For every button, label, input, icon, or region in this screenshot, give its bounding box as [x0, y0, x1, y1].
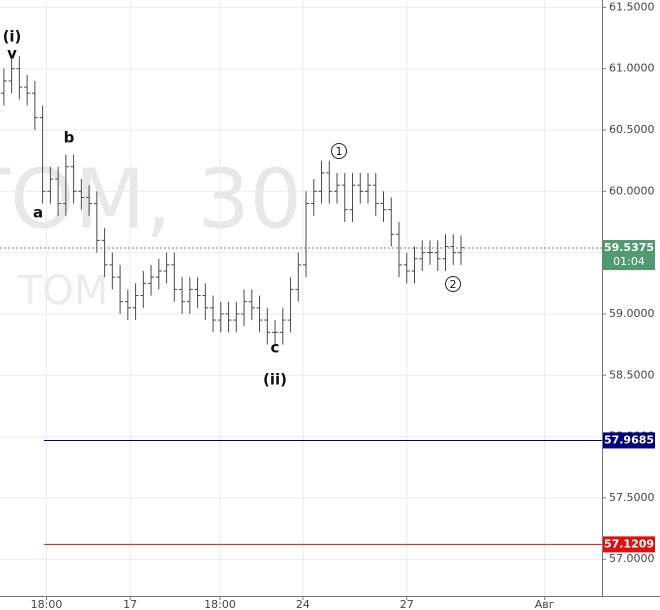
x-tick-label: 27 — [400, 598, 414, 610]
y-tick-label: 58.5000 — [609, 368, 655, 381]
x-tick-label: 24 — [296, 598, 310, 610]
y-tick-label: 60.0000 — [609, 184, 655, 197]
y-tick-label: 57.5000 — [609, 491, 655, 504]
x-tick-label: 17 — [123, 598, 137, 610]
annotation: v — [7, 45, 17, 63]
x-tick-label: 18:00 — [204, 598, 236, 610]
annotation-circle — [331, 143, 347, 159]
watermark: TOM — [17, 268, 108, 314]
annotation-circle — [445, 276, 461, 292]
level-label-box — [603, 432, 655, 449]
grid-layer — [0, 0, 606, 600]
watermark: TOM, 30 — [0, 152, 302, 247]
bars-layer — [0, 56, 464, 345]
annotation: b — [64, 129, 75, 147]
annotation: 1 — [336, 145, 343, 158]
x-tick-label: Авг — [535, 598, 555, 610]
annotation: c — [271, 339, 280, 357]
level-label-box — [603, 536, 655, 553]
x-tick-label: 18:00 — [31, 598, 63, 610]
annotation: (ii) — [263, 371, 287, 389]
annotation: (i) — [3, 28, 22, 46]
annotation: 2 — [450, 278, 457, 291]
overlay-layer: (i)v a b c (ii) 1 2 — [0, 28, 602, 545]
y-tick-label: 61.0000 — [609, 62, 655, 75]
y-tick-label: 57.0000 — [609, 552, 655, 565]
level-label: 57.9685 — [604, 433, 654, 446]
countdown: 01:04 — [613, 255, 645, 268]
level-label: 57.1209 — [604, 537, 654, 550]
y-tick-label: 59.0000 — [609, 307, 655, 320]
annotation: a — [33, 204, 43, 222]
y-tick-label: 60.5000 — [609, 123, 655, 136]
last-price-label: 59.5375 — [604, 241, 654, 254]
y-tick-label: 61.5000 — [609, 0, 655, 13]
last-price-box — [603, 240, 655, 271]
